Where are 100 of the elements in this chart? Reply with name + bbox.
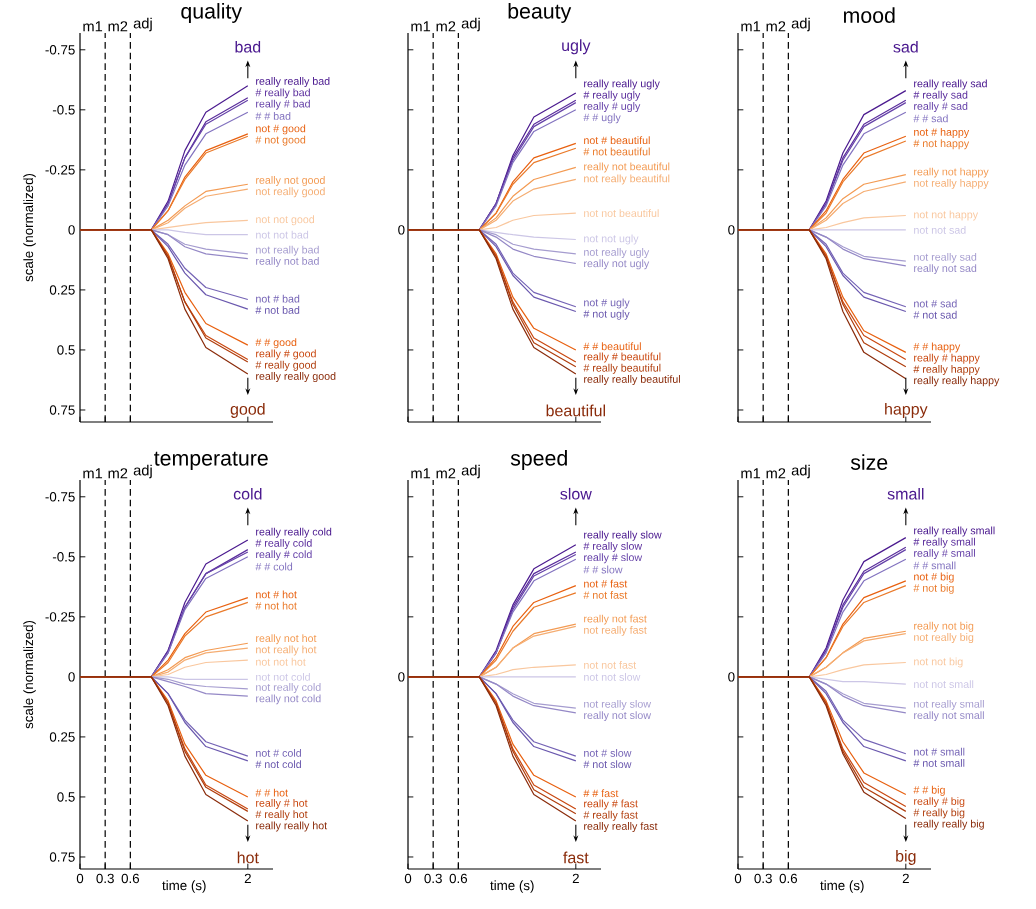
series-label: # really small [913, 537, 975, 548]
series-label: not really cold [256, 683, 321, 694]
series-label: # # ugly [583, 113, 621, 124]
y-tick-label: 0 [68, 672, 75, 682]
series-label: # really hot [255, 810, 308, 821]
series-label: # # big [913, 785, 945, 796]
series-label: # not bad [255, 306, 300, 314]
y-axis-title: scale (normalized) [23, 620, 36, 729]
y-tick-label: 0 [68, 225, 75, 235]
series-label: # # happy [913, 342, 961, 353]
text: 0 [728, 225, 735, 235]
series-label: # # slow [583, 565, 623, 574]
series-label: not # good [256, 124, 306, 135]
text: adj [791, 17, 810, 32]
x-axis-title: time (s) [162, 880, 206, 893]
series-label: # # beautiful [583, 342, 641, 351]
series-label: # not slow [583, 760, 632, 769]
series-label: # not cold [255, 760, 301, 769]
x-tick-label: 0.3 [754, 873, 772, 884]
series-label: really really slow [584, 530, 662, 541]
series-label: really not small [914, 711, 984, 722]
series-label: not really bad [256, 245, 319, 256]
series-label: # really beautiful [583, 363, 661, 374]
annotation: small [887, 487, 924, 500]
y-tick-label: 0.5 [57, 345, 75, 355]
annotation: good [230, 403, 265, 418]
series-label: really not bad [256, 256, 319, 267]
series-label: # really sad [913, 90, 968, 101]
series-label: # really ugly [583, 90, 641, 101]
chart-title: size [850, 454, 888, 470]
annotation: sad [893, 40, 918, 53]
series-label: # really cold [255, 538, 312, 549]
series-label: not # beautiful [584, 136, 650, 145]
text: m1 [411, 468, 431, 479]
text: m1 [741, 468, 761, 479]
annotation: cold [233, 487, 262, 500]
x-tick-label: 2 [244, 873, 251, 884]
series-label: really # happy [914, 353, 980, 364]
series-label: # really happy [913, 365, 980, 375]
y-tick-label: 0.25 [49, 285, 75, 295]
series-label: # not sad [913, 310, 957, 319]
series-label: not really sad [914, 252, 977, 263]
series-label: really really small [914, 526, 995, 537]
series-label: really really hot [256, 821, 328, 832]
annotation: fast [563, 851, 589, 864]
series-label: really # sad [914, 102, 968, 113]
series-label: # not beautiful [583, 147, 650, 156]
x-tick-label: 0.6 [779, 873, 798, 884]
series-label: really really bad [256, 77, 330, 88]
series-label: really really fast [584, 822, 658, 833]
series-label: really not happy [914, 167, 989, 178]
series-label: really # ugly [584, 102, 641, 113]
series-label: really really happy [914, 376, 1000, 387]
text: m2 [436, 468, 456, 479]
series-label: not really good [256, 187, 325, 198]
x-tick-label: 0.6 [449, 873, 468, 884]
series-label: # # sad [913, 114, 948, 123]
series-label: really not ugly [584, 259, 650, 270]
series-label: really really sad [914, 79, 987, 90]
y-tick-label: -0.25 [45, 165, 75, 175]
y-axis-title: scale (normalized) [23, 173, 36, 282]
x-tick-label: 2 [902, 873, 909, 884]
series-label: not # slow [584, 748, 632, 757]
y-tick-label: -0.5 [52, 105, 75, 115]
series-label: really not beautiful [584, 162, 670, 173]
text: 0 [398, 225, 405, 235]
series-label: really # fast [584, 799, 638, 810]
annotation: beautiful [546, 404, 605, 417]
text: adj [461, 17, 480, 32]
series-label: really really big [914, 819, 984, 830]
y-tick-label: -0.75 [45, 45, 75, 55]
y-tick-label: -0.75 [45, 492, 75, 502]
series-label: not really fast [584, 625, 647, 636]
series-label: not really hot [256, 645, 317, 656]
series-label: # not good [255, 135, 306, 146]
series-label: not really ugly [584, 248, 650, 259]
chart-title: quality [181, 3, 243, 23]
text: m2 [766, 21, 786, 32]
series-label: # # fast [583, 789, 619, 798]
series-label: really not hot [256, 634, 317, 645]
series-label: not # hot [256, 590, 297, 599]
series-label: # # good [255, 338, 297, 349]
series-label: really # hot [256, 798, 308, 809]
y-tick-label: 0.5 [57, 792, 75, 802]
text: m1 [83, 468, 103, 479]
x-tick-label: 0.3 [96, 873, 114, 884]
series-label: not # ugly [584, 298, 630, 309]
series-label: # # bad [255, 112, 291, 120]
series-label: # # small [913, 561, 956, 570]
series-label: # not fast [583, 590, 628, 599]
series-label: really # cold [256, 550, 312, 561]
series-label: really really beautiful [584, 375, 680, 386]
series-label: really not good [256, 176, 325, 186]
annotation: ugly [562, 39, 591, 55]
series-label: not really small [914, 699, 984, 710]
text: m2 [766, 468, 786, 479]
x-axis-title: time (s) [490, 880, 534, 893]
series-label: not really slow [584, 699, 652, 710]
y-tick-label: 0.25 [49, 732, 75, 742]
series-label: # not big [913, 583, 954, 594]
